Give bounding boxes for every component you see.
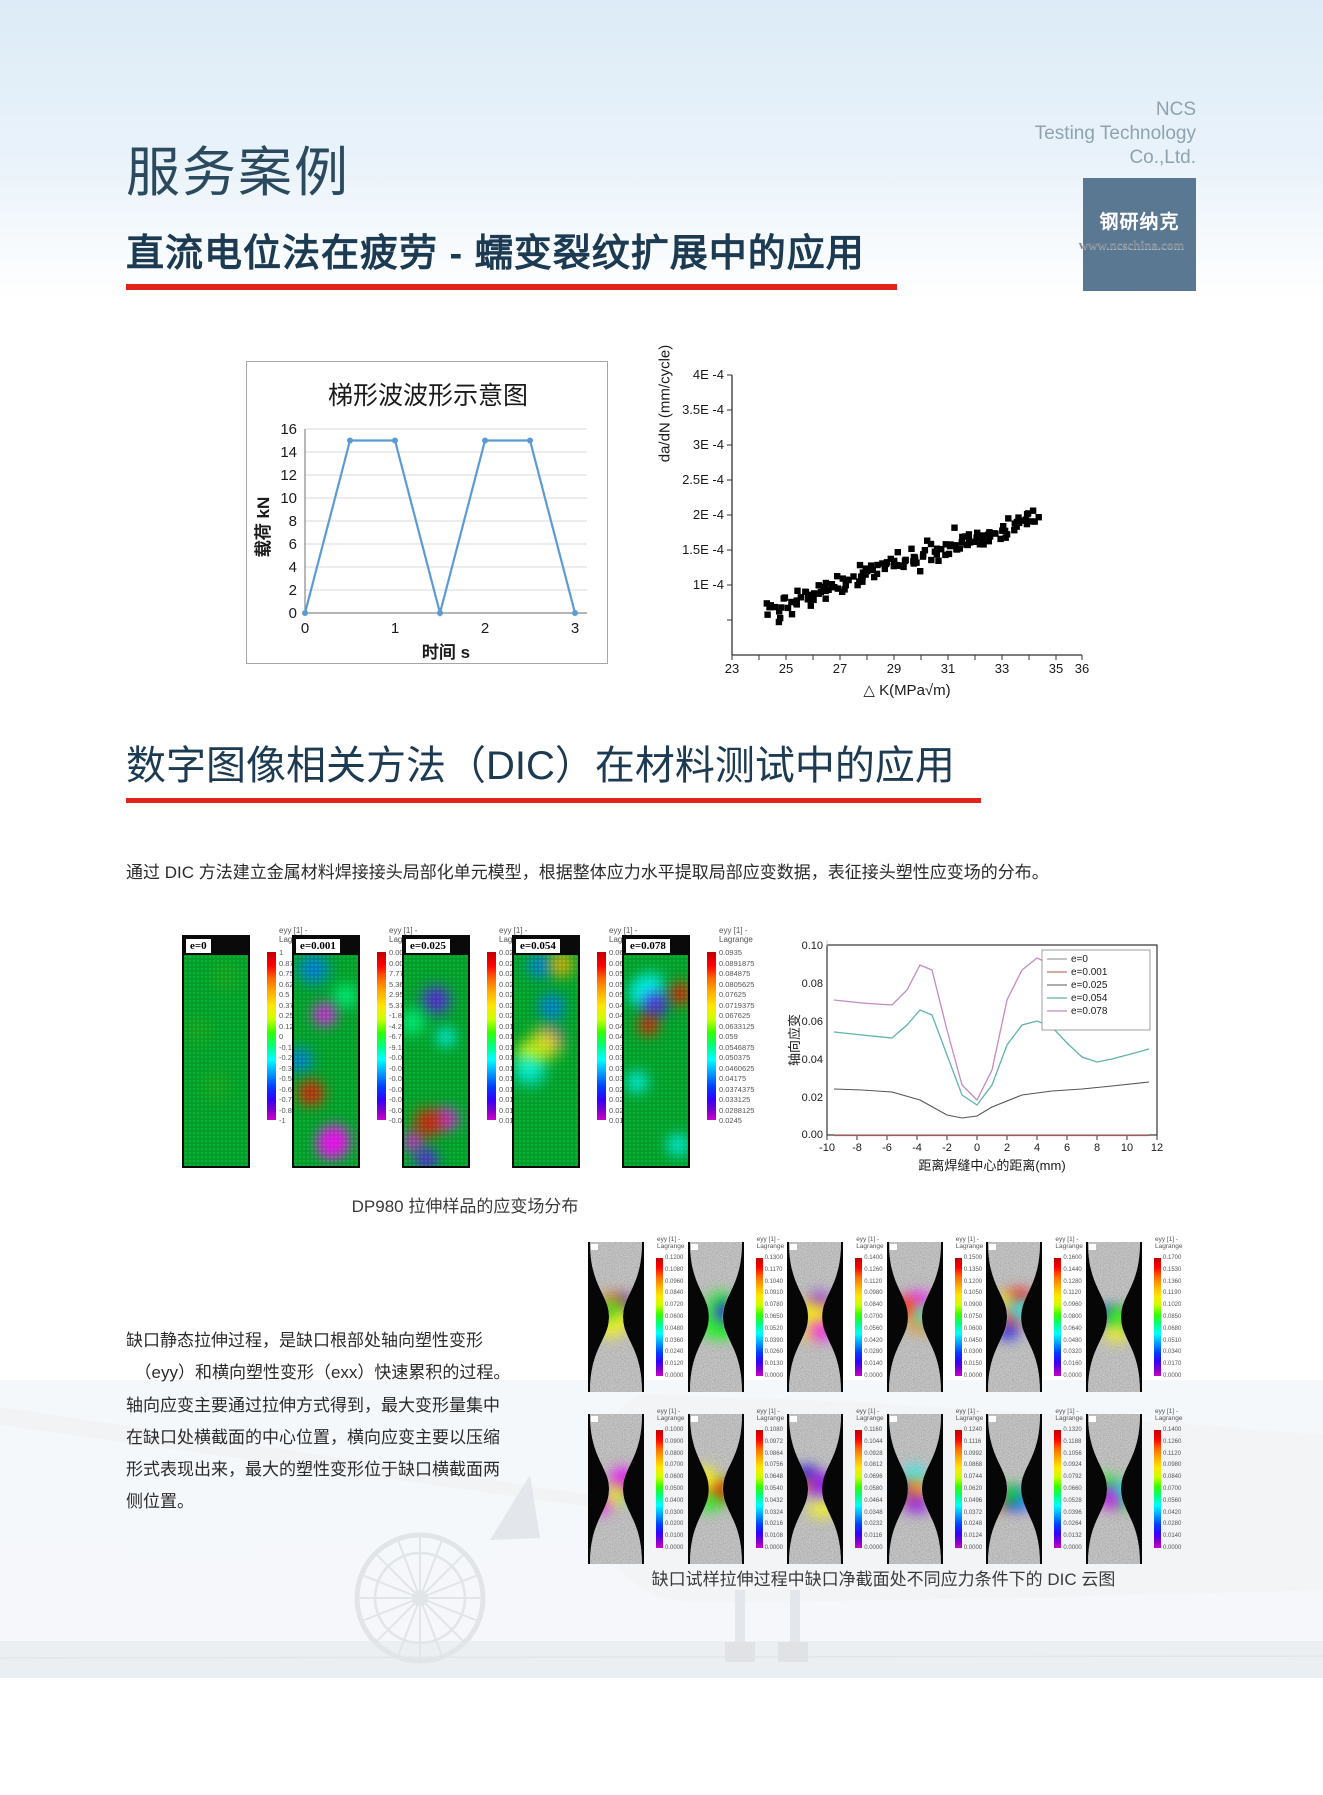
svg-text:8: 8 — [1094, 1142, 1100, 1154]
svg-text:4: 4 — [289, 559, 297, 576]
svg-text:e=0.078: e=0.078 — [1071, 1006, 1108, 1017]
svg-text:23: 23 — [725, 661, 739, 676]
svg-text:35: 35 — [1049, 661, 1063, 676]
svg-text:2.5E -4: 2.5E -4 — [682, 472, 724, 487]
svg-text:-8: -8 — [852, 1142, 862, 1154]
svg-text:8: 8 — [289, 513, 297, 530]
svg-text:4: 4 — [1034, 1142, 1040, 1154]
svg-text:0: 0 — [301, 620, 309, 637]
svg-text:29: 29 — [887, 661, 901, 676]
svg-text:12: 12 — [280, 467, 297, 484]
svg-text:10: 10 — [1121, 1142, 1133, 1154]
svg-text:0.04: 0.04 — [802, 1054, 823, 1066]
svg-text:2: 2 — [1004, 1142, 1010, 1154]
svg-text:-4: -4 — [912, 1142, 922, 1154]
svg-text:3: 3 — [571, 620, 579, 637]
svg-text:距离焊缝中心的距离(mm): 距离焊缝中心的距离(mm) — [918, 1158, 1065, 1173]
svg-text:时间 s: 时间 s — [422, 642, 470, 662]
svg-text:e=0: e=0 — [1071, 954, 1088, 965]
svg-text:33: 33 — [995, 661, 1009, 676]
svg-text:27: 27 — [833, 661, 847, 676]
svg-text:0.00: 0.00 — [802, 1129, 823, 1141]
svg-text:0.08: 0.08 — [802, 978, 823, 990]
svg-text:12: 12 — [1151, 1142, 1163, 1154]
svg-text:1.5E -4: 1.5E -4 — [682, 542, 724, 557]
svg-text:36: 36 — [1075, 661, 1089, 676]
svg-text:6: 6 — [289, 536, 297, 553]
svg-text:e=0.001: e=0.001 — [1071, 967, 1108, 978]
svg-text:梯形波波形示意图: 梯形波波形示意图 — [328, 382, 528, 410]
svg-text:14: 14 — [280, 444, 297, 461]
svg-text:25: 25 — [779, 661, 793, 676]
svg-text:3.5E -4: 3.5E -4 — [682, 402, 724, 417]
svg-text:0.02: 0.02 — [802, 1092, 823, 1104]
svg-text:2: 2 — [481, 620, 489, 637]
svg-text:31: 31 — [941, 661, 955, 676]
svg-text:3E -4: 3E -4 — [693, 437, 724, 452]
svg-text:e=0.054: e=0.054 — [1071, 993, 1108, 1004]
svg-text:16: 16 — [280, 421, 297, 438]
svg-text:载荷 kN: 载荷 kN — [253, 497, 273, 557]
svg-text:1: 1 — [391, 620, 399, 637]
svg-text:6: 6 — [1064, 1142, 1070, 1154]
svg-text:0: 0 — [974, 1142, 980, 1154]
svg-text:4E -4: 4E -4 — [693, 367, 724, 382]
svg-text:0.10: 0.10 — [802, 940, 823, 952]
svg-text:-6: -6 — [882, 1142, 892, 1154]
svg-text:2: 2 — [289, 582, 297, 599]
svg-text:-10: -10 — [819, 1142, 835, 1154]
svg-text:-2: -2 — [942, 1142, 952, 1154]
svg-text:1E -4: 1E -4 — [693, 577, 724, 592]
svg-text:△ K(MPa√m): △ K(MPa√m) — [863, 682, 950, 699]
svg-text:轴向应变: 轴向应变 — [787, 1014, 802, 1066]
svg-text:0.06: 0.06 — [802, 1016, 823, 1028]
svg-text:10: 10 — [280, 490, 297, 507]
svg-text:e=0.025: e=0.025 — [1071, 980, 1108, 991]
svg-text:2E -4: 2E -4 — [693, 507, 724, 522]
svg-text:0: 0 — [289, 605, 297, 622]
